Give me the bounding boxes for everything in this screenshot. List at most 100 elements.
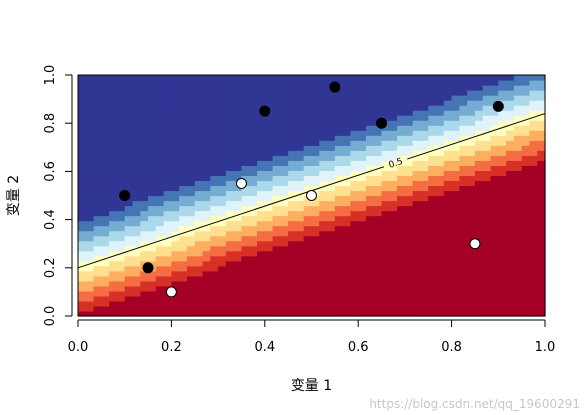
heat-cell	[179, 280, 188, 287]
heat-cell	[451, 310, 460, 317]
heat-cell	[529, 270, 538, 277]
heat-cell	[319, 170, 328, 177]
heat-cell	[202, 220, 211, 227]
heat-cell	[241, 275, 250, 282]
heat-cell	[358, 310, 367, 317]
heat-cell	[350, 285, 359, 292]
heat-cell	[404, 135, 414, 141]
heat-cell	[459, 150, 468, 156]
heat-cell	[288, 100, 297, 106]
heat-cell	[451, 240, 460, 247]
heat-cell	[311, 135, 320, 141]
heat-cell	[210, 130, 219, 136]
heat-cell	[350, 255, 359, 262]
heat-cell	[241, 185, 250, 192]
heat-cell	[459, 280, 468, 287]
heat-cell	[482, 180, 492, 187]
heat-cell	[202, 270, 211, 277]
heat-cell	[218, 260, 227, 267]
heat-cell	[319, 305, 328, 312]
heat-cell	[350, 215, 359, 222]
heat-cell	[186, 210, 196, 217]
heat-cell	[109, 75, 118, 81]
heat-cell	[474, 95, 484, 101]
heat-cell	[490, 195, 499, 202]
heat-cell	[101, 200, 110, 207]
heat-cell	[412, 290, 422, 297]
heat-cell	[218, 85, 227, 91]
heat-cell	[148, 120, 157, 126]
heat-cell	[412, 280, 422, 287]
heat-cell	[521, 85, 531, 91]
heat-cell	[482, 95, 492, 101]
heat-cell	[467, 90, 476, 96]
heat-cell	[280, 90, 289, 96]
heat-cell	[311, 155, 320, 161]
heat-cell	[264, 255, 274, 262]
heat-cell	[381, 155, 390, 161]
heat-cell	[264, 100, 274, 106]
heat-cell	[186, 150, 196, 156]
heat-cell	[327, 300, 336, 307]
heat-cell	[412, 210, 422, 217]
heat-cell	[350, 290, 359, 297]
heat-cell	[233, 170, 243, 177]
heat-cell	[381, 170, 390, 177]
heat-cell	[233, 115, 243, 121]
heat-cell	[116, 150, 126, 156]
heat-cell	[257, 95, 266, 101]
heat-cell	[474, 120, 484, 126]
heat-cell	[529, 135, 538, 141]
heat-cell	[218, 110, 227, 116]
heat-cell	[506, 205, 515, 212]
heat-cell	[241, 295, 250, 302]
heat-cell	[257, 75, 266, 81]
heat-cell	[529, 225, 538, 232]
heat-cell	[171, 225, 180, 232]
heat-cell	[467, 190, 476, 197]
heat-cell	[342, 135, 352, 141]
heat-cell	[443, 120, 453, 126]
heat-cell	[420, 260, 429, 267]
heat-cell	[443, 75, 453, 81]
heat-cell	[482, 215, 492, 222]
heat-cell	[397, 270, 406, 277]
heat-cell	[155, 90, 165, 96]
heat-cell	[249, 240, 258, 247]
heat-cell	[241, 235, 250, 242]
heat-cell	[404, 305, 414, 312]
heat-cell	[280, 75, 289, 81]
heat-cell	[295, 285, 305, 292]
heat-cell	[428, 190, 437, 197]
heat-cell	[506, 90, 515, 96]
heat-cell	[537, 240, 546, 247]
heat-cell	[474, 145, 484, 151]
heat-cell	[389, 145, 398, 151]
heat-cell	[194, 180, 204, 187]
heat-cell	[109, 225, 118, 232]
heat-cell	[443, 105, 453, 111]
heat-cell	[506, 215, 515, 222]
heat-cell	[506, 280, 515, 287]
heat-cell	[412, 285, 422, 292]
heat-cell	[257, 270, 266, 277]
heat-cell	[397, 275, 406, 282]
heat-cell	[280, 300, 289, 307]
heat-cell	[272, 290, 281, 297]
heat-cell	[194, 280, 204, 287]
heat-cell	[264, 85, 274, 91]
heat-cell	[513, 215, 523, 222]
heat-cell	[334, 245, 344, 252]
heat-cell	[420, 205, 429, 212]
heat-cell	[78, 75, 87, 81]
heat-cell	[482, 235, 492, 242]
heat-cell	[404, 275, 414, 282]
heat-cell	[163, 115, 172, 121]
heat-cell	[513, 205, 523, 212]
heat-cell	[241, 85, 250, 91]
heat-cell	[311, 275, 320, 282]
heat-cell	[132, 100, 141, 106]
heat-cell	[148, 285, 157, 292]
heat-cell	[202, 185, 211, 192]
heat-cell	[311, 170, 320, 177]
